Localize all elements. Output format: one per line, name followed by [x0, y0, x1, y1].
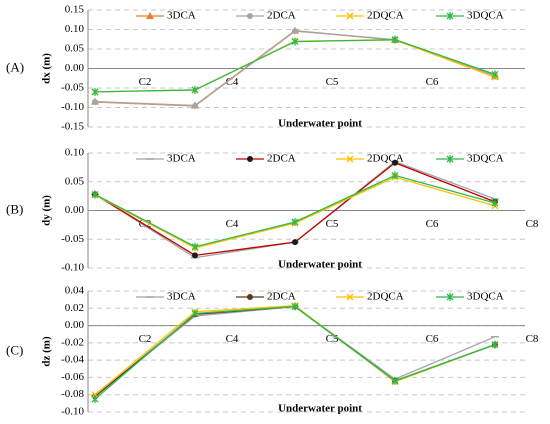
series-line	[94, 305, 496, 396]
marker	[92, 99, 98, 106]
panel-label: (C)	[6, 342, 23, 357]
x-tick-label: C6	[426, 76, 439, 88]
y-axis-label: dx (m)	[41, 53, 53, 84]
legend-label: 3DCA	[167, 291, 196, 303]
x-tick-label: C2	[139, 76, 152, 88]
legend-label: 2DQCA	[367, 291, 404, 303]
marker	[346, 293, 354, 301]
x-axis-label: Underwater point	[278, 403, 362, 415]
legend-label: 3DQCA	[467, 291, 504, 303]
legend-label: 3DQCA	[467, 10, 504, 22]
marker	[91, 395, 99, 404]
marker	[292, 28, 298, 35]
marker	[247, 294, 253, 300]
marker	[146, 12, 154, 19]
x-tick-label: C5	[326, 76, 339, 88]
marker	[247, 13, 253, 19]
y-tick-label: 0.05	[65, 175, 85, 187]
y-tick-label: -0.10	[61, 101, 84, 113]
marker	[392, 159, 398, 166]
y-tick-label: -0.05	[61, 233, 84, 245]
series-line	[94, 305, 496, 397]
marker	[191, 242, 199, 251]
legend-label: 3DQCA	[467, 153, 504, 165]
y-tick-label: -0.10	[61, 406, 84, 418]
y-tick-label: -0.15	[61, 121, 84, 133]
legend-label: 2DQCA	[367, 153, 404, 165]
marker	[91, 87, 99, 96]
y-axis-label: dy (m)	[41, 195, 53, 226]
y-tick-label: -0.08	[61, 388, 84, 400]
x-tick-label: C2	[139, 333, 152, 345]
marker	[191, 309, 199, 318]
marker	[291, 302, 299, 311]
legend-label: 2DCA	[267, 10, 296, 22]
marker	[346, 155, 354, 163]
x-tick-label: C4	[226, 218, 239, 230]
legend-label: 3DCA	[167, 10, 196, 22]
x-tick-label: C8	[526, 218, 539, 230]
legend-label: 2DCA	[267, 291, 296, 303]
y-tick-label: 0.05	[65, 43, 85, 55]
marker	[391, 376, 399, 385]
marker	[192, 102, 198, 109]
marker	[391, 171, 399, 180]
y-tick-label: 0.02	[65, 302, 84, 314]
x-tick-label: C6	[426, 218, 439, 230]
marker	[291, 218, 299, 226]
x-tick-label: C4	[226, 76, 239, 88]
marker	[191, 85, 199, 94]
series-line	[94, 174, 496, 248]
x-axis-label: Underwater point	[278, 259, 362, 271]
panel-label: (B)	[6, 201, 23, 216]
y-tick-label: 0.04	[65, 285, 85, 297]
marker	[192, 252, 198, 259]
y-tick-label: 0.00	[65, 204, 85, 216]
marker	[346, 12, 354, 20]
y-tick-label: 0.10	[65, 23, 85, 35]
legend-label: 2DQCA	[367, 10, 404, 22]
y-tick-label: 0.10	[65, 147, 85, 159]
marker	[291, 37, 299, 46]
marker	[391, 35, 399, 44]
y-tick-label: -0.05	[61, 82, 84, 94]
marker	[491, 199, 499, 208]
marker	[491, 340, 499, 349]
x-tick-label: C8	[526, 333, 539, 345]
series-line	[94, 305, 496, 397]
panel-label: (A)	[6, 59, 24, 74]
marker	[247, 156, 253, 162]
y-tick-label: 0.00	[65, 319, 85, 331]
x-tick-label: C4	[226, 333, 239, 345]
y-tick-label: -0.06	[61, 371, 84, 383]
legend-label: 3DCA	[167, 153, 196, 165]
marker	[292, 239, 298, 246]
x-tick-label: C5	[326, 218, 339, 230]
marker	[446, 12, 454, 20]
x-axis-label: Underwater point	[278, 118, 362, 130]
marker	[446, 293, 454, 301]
y-axis-label: dz (m)	[41, 336, 53, 367]
marker	[446, 155, 454, 163]
y-tick-label: -0.10	[61, 262, 84, 274]
y-tick-label: -0.02	[61, 336, 84, 348]
y-tick-label: 0.00	[65, 62, 85, 74]
y-tick-label: 0.15	[65, 4, 85, 16]
series-line	[94, 305, 496, 400]
x-tick-label: C6	[426, 333, 439, 345]
marker	[491, 70, 499, 79]
y-tick-label: -0.04	[61, 354, 84, 366]
marker	[91, 190, 99, 199]
legend-label: 2DCA	[267, 153, 296, 165]
series-line	[94, 176, 496, 249]
